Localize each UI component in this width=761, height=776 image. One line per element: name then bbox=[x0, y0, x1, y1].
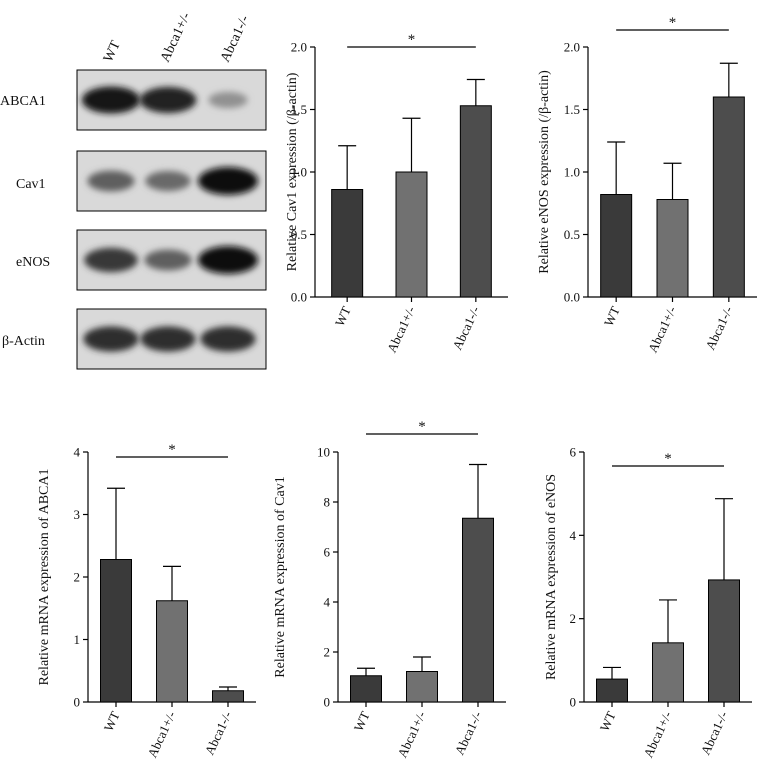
bar-1 bbox=[156, 600, 188, 703]
blot-row-label-abca1: ABCA1 bbox=[0, 94, 46, 109]
y-tick-label: 0.5 bbox=[564, 227, 580, 242]
x-tick-label: Abca1-/- bbox=[452, 709, 485, 757]
blot-band-1-2 bbox=[198, 167, 258, 195]
y-tick-label: 1.5 bbox=[564, 102, 580, 117]
y-tick-label: 2.0 bbox=[291, 40, 307, 55]
blot-band-3-2 bbox=[200, 326, 256, 352]
significance-star: * bbox=[418, 419, 426, 435]
chart-enos-mrna: 0 2 4 6 WT Abca1+/- Abca1-/- * Relative mRNA exp… bbox=[544, 445, 752, 760]
y-tick-label: 1.5 bbox=[291, 102, 307, 117]
y-tick-label: 0 bbox=[74, 695, 81, 710]
blot-band-3-1 bbox=[140, 326, 196, 352]
blot-bands-abca1 bbox=[81, 86, 248, 114]
x-tick-label: WT bbox=[351, 709, 373, 734]
bar-0 bbox=[350, 675, 382, 703]
blot-bands-enos bbox=[84, 246, 258, 274]
blot-bands-cav1 bbox=[87, 167, 258, 195]
y-tick-label: 8 bbox=[324, 495, 331, 510]
x-tick-label: Abca1-/- bbox=[202, 709, 235, 757]
x-tick-label: WT bbox=[332, 304, 354, 329]
y-tick-label: 4 bbox=[570, 528, 577, 543]
y-tick-label: 1.0 bbox=[291, 165, 307, 180]
western-blot-panel: WT Abca1+/- Abca1-/- ABCA1 Cav1 eNOS β-A… bbox=[0, 10, 267, 370]
blot-row-label-cav1: Cav1 bbox=[16, 177, 46, 192]
blot-band-3-0 bbox=[83, 326, 139, 352]
blot-band-2-0 bbox=[84, 247, 138, 273]
y-tick-label: 2.0 bbox=[564, 40, 580, 55]
y-tick-label: 2 bbox=[74, 570, 81, 585]
bar-0 bbox=[600, 194, 633, 298]
x-tick-label: WT bbox=[597, 709, 619, 734]
blot-band-2-2 bbox=[198, 246, 258, 274]
y-tick-label: 1 bbox=[74, 632, 81, 647]
bar-1 bbox=[395, 171, 428, 298]
y-tick-label: 1.0 bbox=[564, 165, 580, 180]
y-tick-label: 4 bbox=[324, 595, 331, 610]
blot-band-0-1 bbox=[139, 86, 197, 114]
blot-lane-label-het: Abca1+/- bbox=[158, 10, 194, 65]
y-tick-label: 0.0 bbox=[564, 290, 580, 305]
bar-1 bbox=[406, 671, 438, 703]
y-axis-title: Relative Cav1 expression (/β-actin) bbox=[285, 72, 300, 271]
x-tick-label: Abca1+/- bbox=[645, 304, 679, 355]
y-tick-label: 0.0 bbox=[291, 290, 307, 305]
significance-star: * bbox=[168, 442, 176, 458]
y-axis-title: Relative mRNA expression of ABCA1 bbox=[37, 469, 52, 686]
blot-row-cav1: Cav1 bbox=[16, 150, 267, 212]
y-tick-label: 0 bbox=[570, 695, 577, 710]
x-tick-label: Abca1+/- bbox=[384, 304, 418, 355]
blot-band-0-0 bbox=[81, 86, 141, 114]
y-tick-label: 4 bbox=[74, 445, 81, 460]
y-axis-title: Relative eNOS expression (/β-actin) bbox=[537, 70, 552, 274]
blot-lane-label-wt: WT bbox=[101, 38, 124, 64]
significance-star: * bbox=[669, 15, 677, 31]
significance-star: * bbox=[408, 32, 416, 48]
y-tick-label: 0 bbox=[324, 695, 331, 710]
significance-star: * bbox=[664, 451, 672, 467]
y-tick-label: 6 bbox=[570, 445, 577, 460]
x-tick-label: Abca1-/- bbox=[702, 304, 735, 352]
bar-2 bbox=[708, 579, 740, 703]
blot-row-beta-actin: β-Actin bbox=[2, 308, 267, 370]
y-axis-title: Relative mRNA expression of Cav1 bbox=[273, 476, 288, 677]
bar-0 bbox=[596, 678, 628, 703]
y-tick-label: 6 bbox=[324, 545, 331, 560]
x-tick-label: Abca1-/- bbox=[449, 304, 482, 352]
x-tick-label: Abca1+/- bbox=[640, 709, 674, 760]
bar-2 bbox=[459, 105, 492, 298]
blot-band-0-2 bbox=[208, 91, 248, 109]
blot-row-label-enos: eNOS bbox=[16, 255, 50, 270]
blot-bands-beta-actin bbox=[83, 326, 256, 352]
blot-lane-label-ko: Abca1-/- bbox=[218, 13, 253, 65]
x-tick-label: Abca1+/- bbox=[394, 709, 428, 760]
bar-2 bbox=[212, 690, 244, 703]
chart-cav1-protein: 0.0 0.5 1.0 1.5 2.0 WT Abca1+/- Abca1-/- * Relati… bbox=[285, 32, 508, 355]
y-tick-label: 0.5 bbox=[291, 227, 307, 242]
blot-band-1-1 bbox=[145, 171, 191, 191]
x-tick-label: Abca1+/- bbox=[144, 709, 178, 760]
blot-band-2-1 bbox=[144, 249, 192, 271]
bar-2 bbox=[712, 96, 745, 298]
y-tick-label: 3 bbox=[74, 507, 81, 522]
blot-row-enos: eNOS bbox=[16, 229, 267, 291]
bar-0 bbox=[100, 559, 132, 703]
chart-abca1-mrna: 0 1 2 3 4 WT Abca1+/- Abca1-/- * Relative mRNA ex… bbox=[37, 442, 256, 760]
blot-band-1-0 bbox=[87, 170, 135, 192]
bar-1 bbox=[652, 642, 684, 703]
x-tick-label: WT bbox=[601, 304, 623, 329]
y-tick-label: 10 bbox=[317, 445, 330, 460]
x-tick-label: Abca1-/- bbox=[698, 709, 731, 757]
x-tick-label: WT bbox=[101, 709, 123, 734]
bar-2 bbox=[462, 517, 494, 703]
bar-1 bbox=[656, 199, 689, 298]
y-axis-title: Relative mRNA expression of eNOS bbox=[544, 474, 559, 680]
chart-enos-protein: 0.0 0.5 1.0 1.5 2.0 WT Abca1+/- Abca1-/- * Relati… bbox=[537, 15, 757, 355]
chart-cav1-mrna: 0 2 4 6 8 10 WT Abca1+/- Abca1-/- * Relative mRNA … bbox=[273, 419, 506, 760]
blot-row-abca1: ABCA1 bbox=[0, 69, 267, 131]
bar-0 bbox=[331, 189, 364, 298]
blot-row-label-beta-actin: β-Actin bbox=[2, 334, 45, 349]
y-tick-label: 2 bbox=[570, 611, 577, 626]
y-tick-label: 2 bbox=[324, 645, 331, 660]
